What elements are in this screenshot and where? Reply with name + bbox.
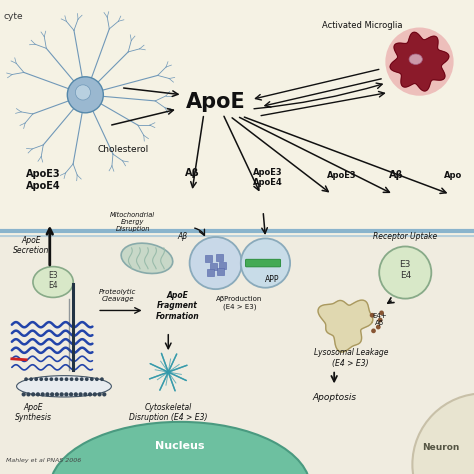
Circle shape [60,392,64,396]
Circle shape [75,85,91,100]
Circle shape [27,392,31,396]
Circle shape [55,392,59,396]
Text: Receptor Uptake: Receptor Uptake [373,233,438,241]
Circle shape [93,392,97,396]
Text: Aβ: Aβ [185,168,199,178]
Ellipse shape [50,422,310,474]
Circle shape [55,377,58,381]
Circle shape [371,328,376,333]
Text: Apoptosis: Apoptosis [312,393,356,402]
Text: Activated Microglia: Activated Microglia [322,21,403,30]
Text: E3
E4: E3 E4 [48,271,58,290]
Bar [0,235,474,474]
Circle shape [64,392,68,396]
Ellipse shape [33,266,73,298]
Circle shape [378,318,383,322]
Circle shape [379,310,384,315]
Circle shape [95,377,99,381]
Circle shape [70,377,73,381]
FancyBboxPatch shape [219,262,227,269]
Ellipse shape [409,54,422,64]
Circle shape [83,392,87,396]
Circle shape [100,377,104,381]
Text: ApoE3
ApoE4: ApoE3 ApoE4 [26,169,61,191]
Text: Cholesterol: Cholesterol [98,145,149,154]
FancyBboxPatch shape [246,259,281,267]
Circle shape [24,377,28,381]
Circle shape [90,377,94,381]
Ellipse shape [17,375,111,397]
Circle shape [98,392,102,396]
Text: E3
E4: E3 E4 [400,261,411,280]
Circle shape [29,377,33,381]
Circle shape [41,392,45,396]
Text: Aβ: Aβ [177,233,188,241]
Circle shape [88,392,92,396]
Circle shape [50,392,55,396]
Circle shape [45,377,48,381]
Text: Proteolytic
Cleavage: Proteolytic Cleavage [99,289,136,302]
Text: cyte: cyte [4,12,23,21]
Circle shape [241,238,290,288]
Polygon shape [318,300,373,352]
Circle shape [80,377,83,381]
Text: Cytoskeletal
Disruption (E4 > E3): Cytoskeletal Disruption (E4 > E3) [129,403,208,422]
Text: ApoE: ApoE [186,92,246,112]
Text: Aβ: Aβ [389,170,403,181]
Circle shape [376,325,381,329]
Circle shape [385,27,454,96]
Circle shape [36,392,40,396]
FancyBboxPatch shape [210,263,217,270]
Ellipse shape [121,243,173,273]
Circle shape [46,392,50,396]
Circle shape [67,77,103,113]
FancyBboxPatch shape [205,255,212,262]
Circle shape [102,392,106,396]
FancyBboxPatch shape [216,254,223,261]
FancyBboxPatch shape [208,269,215,276]
Circle shape [85,377,89,381]
Circle shape [79,392,83,396]
Circle shape [31,392,36,396]
Circle shape [49,377,53,381]
Text: Lysosomal Leakage
(E4 > E3): Lysosomal Leakage (E4 > E3) [313,348,388,368]
FancyBboxPatch shape [217,268,224,275]
Text: ApoE3
ApoE4: ApoE3 ApoE4 [253,168,283,187]
Text: ApoE
Secretion: ApoE Secretion [13,236,49,255]
Circle shape [69,392,73,396]
Text: Neuron: Neuron [422,444,459,452]
Text: Apo: Apo [444,171,462,180]
Text: ApoE3: ApoE3 [327,171,356,180]
Ellipse shape [412,393,474,474]
Circle shape [75,377,79,381]
Text: Mahley et al PNAS 2006: Mahley et al PNAS 2006 [6,458,81,463]
Circle shape [22,392,26,396]
Circle shape [379,246,431,299]
Circle shape [190,237,242,289]
Text: ApoE
Fragment
Formation: ApoE Fragment Formation [156,291,200,320]
Text: AβProduction
(E4 > E3): AβProduction (E4 > E3) [216,296,263,310]
Bar [0,0,474,235]
Circle shape [60,377,64,381]
Circle shape [64,377,68,381]
Circle shape [34,377,38,381]
Text: E4+
Aβ: E4+ Aβ [372,313,386,327]
Circle shape [74,392,78,396]
Text: Mitochondrial
Energy
Disruption: Mitochondrial Energy Disruption [110,212,155,232]
Circle shape [39,377,43,381]
Circle shape [370,313,374,318]
Text: ApoE
Synthesis: ApoE Synthesis [15,403,52,422]
Text: APP: APP [265,275,280,284]
Polygon shape [390,32,449,91]
Text: Nucleus: Nucleus [155,440,205,451]
